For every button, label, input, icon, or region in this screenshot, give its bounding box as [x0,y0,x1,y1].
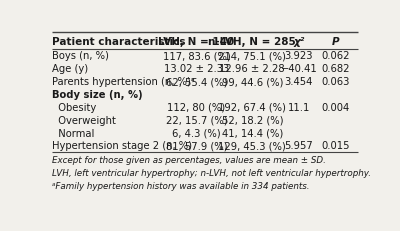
Text: χ²: χ² [293,36,304,46]
Text: Except for those given as percentages, values are mean ± SD.: Except for those given as percentages, v… [52,155,326,164]
Text: 5.957: 5.957 [284,141,313,151]
Text: 0.015: 0.015 [322,141,350,151]
Text: Body size (n, %): Body size (n, %) [52,90,142,100]
Text: Hypertension stage 2 (n, %): Hypertension stage 2 (n, %) [52,141,192,151]
Text: 0.682: 0.682 [322,64,350,74]
Text: Obesity: Obesity [52,102,96,112]
Text: 13.02 ± 2.33: 13.02 ± 2.33 [164,64,229,74]
Text: 99, 44.6 (%): 99, 44.6 (%) [222,77,283,87]
Text: Parents hypertension (n, %)ᵃ: Parents hypertension (n, %)ᵃ [52,77,194,87]
Text: 117, 83.6 (%): 117, 83.6 (%) [163,51,230,61]
Text: 22, 15.7 (%): 22, 15.7 (%) [166,115,227,125]
Text: 214, 75.1 (%): 214, 75.1 (%) [218,51,286,61]
Text: LVH, N = 140: LVH, N = 140 [158,36,234,46]
Text: 41, 14.4 (%): 41, 14.4 (%) [222,128,283,138]
Text: 62, 55.4 (%): 62, 55.4 (%) [166,77,227,87]
Text: 3.923: 3.923 [284,51,313,61]
Text: Normal: Normal [52,128,94,138]
Text: 112, 80 (%): 112, 80 (%) [168,102,226,112]
Text: Age (y): Age (y) [52,64,88,74]
Text: 0.062: 0.062 [322,51,350,61]
Text: P: P [332,36,340,46]
Text: Patient characteristics: Patient characteristics [52,36,185,46]
Text: 192, 67.4 (%): 192, 67.4 (%) [218,102,286,112]
Text: Overweight: Overweight [52,115,116,125]
Text: 0.004: 0.004 [322,102,350,112]
Text: 129, 45.3 (%): 129, 45.3 (%) [218,141,286,151]
Text: 0.063: 0.063 [322,77,350,87]
Text: −40.41: −40.41 [280,64,317,74]
Text: 6, 4.3 (%): 6, 4.3 (%) [172,128,221,138]
Text: LVH, left ventricular hypertrophy; n-LVH, not left ventricular hypertrophy.: LVH, left ventricular hypertrophy; n-LVH… [52,168,370,177]
Text: 11.1: 11.1 [288,102,310,112]
Text: ᵃFamily hypertension history was available in 334 patients.: ᵃFamily hypertension history was availab… [52,182,309,191]
Text: n-LVH, N = 285: n-LVH, N = 285 [208,36,296,46]
Text: 12.96 ± 2.28: 12.96 ± 2.28 [220,64,285,74]
Text: 3.454: 3.454 [284,77,313,87]
Text: Boys (n, %): Boys (n, %) [52,51,108,61]
Text: 52, 18.2 (%): 52, 18.2 (%) [222,115,283,125]
Text: 81, 57.9 (%): 81, 57.9 (%) [166,141,227,151]
